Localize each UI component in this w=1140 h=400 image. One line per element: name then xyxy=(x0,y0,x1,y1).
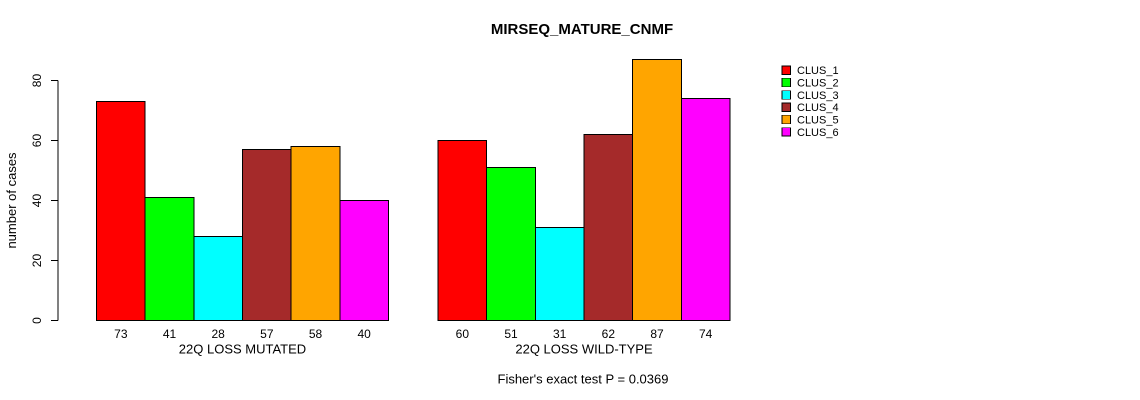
bar-22q-loss-mutated-clus_4 xyxy=(242,149,292,321)
y-tick-label-40: 40 xyxy=(30,194,44,208)
bar-22q-loss-mutated-clus_1 xyxy=(96,101,146,321)
y-axis-label: number of cases xyxy=(4,152,19,249)
bar-value-22q-loss-wild-type-clus_4: 62 xyxy=(602,327,616,341)
bar-22q-loss-wild-type-clus_3 xyxy=(534,227,585,321)
legend-label-clus_6: CLUS_6 xyxy=(797,127,839,139)
bar-22q-loss-mutated-clus_5 xyxy=(290,146,341,321)
legend-swatch-clus_3 xyxy=(781,90,791,100)
legend-label-clus_3: CLUS_3 xyxy=(797,90,839,102)
bar-value-22q-loss-wild-type-clus_2: 51 xyxy=(504,327,518,341)
bar-22q-loss-mutated-clus_2 xyxy=(144,197,195,321)
bar-value-22q-loss-mutated-clus_2: 41 xyxy=(163,327,177,341)
bar-value-22q-loss-wild-type-clus_6: 74 xyxy=(699,327,713,341)
legend-label-clus_5: CLUS_5 xyxy=(797,115,839,127)
y-tick-label-20: 20 xyxy=(30,254,44,268)
legend-swatch-clus_5 xyxy=(781,114,791,125)
bar-value-22q-loss-wild-type-clus_1: 60 xyxy=(456,327,470,341)
bar-22q-loss-wild-type-clus_2 xyxy=(486,167,536,321)
legend-swatch-clus_2 xyxy=(781,77,791,88)
fisher-test-annotation: Fisher's exact test P = 0.0369 xyxy=(498,372,669,387)
group-label-22q-loss-wild-type: 22Q LOSS WILD-TYPE xyxy=(515,342,653,357)
legend-swatch-clus_4 xyxy=(781,102,791,112)
bar-22q-loss-mutated-clus_3 xyxy=(193,236,244,321)
bar-value-22q-loss-mutated-clus_5: 58 xyxy=(309,327,323,341)
bar-value-22q-loss-wild-type-clus_3: 31 xyxy=(553,327,567,341)
bar-22q-loss-wild-type-clus_4 xyxy=(583,134,634,321)
bar-22q-loss-wild-type-clus_6 xyxy=(680,98,731,321)
bar-value-22q-loss-mutated-clus_4: 57 xyxy=(260,327,274,341)
legend-label-clus_1: CLUS_1 xyxy=(797,65,839,77)
bar-value-22q-loss-wild-type-clus_5: 87 xyxy=(650,327,664,341)
bar-value-22q-loss-mutated-clus_1: 73 xyxy=(114,327,128,341)
bar-22q-loss-wild-type-clus_5 xyxy=(632,59,682,321)
legend-swatch-clus_1 xyxy=(781,65,791,75)
bar-22q-loss-mutated-clus_6 xyxy=(339,200,390,321)
legend-label-clus_2: CLUS_2 xyxy=(797,78,839,90)
chart-title: MIRSEQ_MATURE_CNMF xyxy=(491,21,673,38)
bar-22q-loss-wild-type-clus_1 xyxy=(437,140,488,321)
y-tick-label-80: 80 xyxy=(30,74,44,88)
bar-value-22q-loss-mutated-clus_3: 28 xyxy=(211,327,225,341)
bar-value-22q-loss-mutated-clus_6: 40 xyxy=(357,327,371,341)
group-label-22q-loss-mutated: 22Q LOSS MUTATED xyxy=(179,342,306,357)
y-tick-label-60: 60 xyxy=(30,134,44,148)
legend-swatch-clus_6 xyxy=(781,127,791,137)
y-tick-label-0: 0 xyxy=(30,317,44,324)
legend-label-clus_4: CLUS_4 xyxy=(797,102,839,114)
